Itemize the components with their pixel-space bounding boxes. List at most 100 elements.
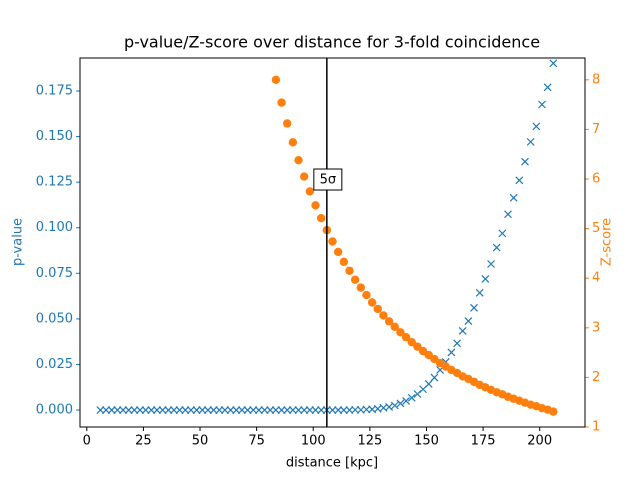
dot-marker [283, 119, 292, 128]
dot-marker [294, 155, 303, 165]
x-marker [492, 243, 501, 252]
dot-marker [316, 213, 326, 223]
x-marker [430, 373, 439, 382]
x-marker [164, 406, 173, 414]
x-marker [447, 348, 456, 357]
x-marker [481, 275, 490, 283]
x-marker [288, 406, 297, 414]
dot-marker [379, 311, 388, 320]
x-marker [526, 137, 535, 146]
x-marker [107, 406, 116, 414]
x-marker [96, 406, 105, 414]
dot-marker [401, 333, 411, 342]
x-marker [475, 288, 484, 297]
x-tick-label: 150 [414, 434, 439, 449]
dot-marker [549, 407, 558, 416]
x-marker [277, 406, 286, 414]
x-marker [141, 406, 150, 414]
x-marker [181, 406, 190, 414]
x-marker [424, 380, 433, 388]
x-marker [232, 406, 241, 414]
dot-marker [407, 337, 416, 347]
x-marker [407, 393, 416, 402]
x-marker [113, 406, 122, 414]
x-marker [266, 406, 275, 414]
plot-frame [79, 57, 586, 428]
x-marker [130, 406, 139, 414]
x-marker [215, 406, 224, 414]
x-marker [515, 176, 524, 185]
y2-tick-label: 6 [592, 172, 600, 187]
y2-tick-label: 2 [592, 370, 600, 385]
dot-marker [333, 247, 343, 257]
x-marker [119, 406, 127, 414]
dot-marker [345, 266, 354, 275]
x-marker [254, 406, 263, 414]
x-tick-label: 200 [527, 434, 552, 449]
dot-marker [328, 237, 337, 246]
y-tick-label: 0.050 [36, 311, 73, 326]
y-tick-label: 0.000 [36, 403, 73, 418]
x-marker [402, 397, 411, 405]
x-tick-label: 100 [301, 434, 326, 449]
dot-marker [390, 322, 399, 332]
x-marker [334, 406, 343, 414]
x-tick-label: 25 [135, 434, 152, 449]
x-marker [271, 406, 280, 414]
x-marker [453, 339, 461, 348]
x-marker [209, 406, 218, 414]
x-marker [170, 406, 178, 414]
x-marker [538, 100, 546, 109]
y-tick-label: 0.175 [36, 83, 73, 98]
dot-marker [413, 342, 422, 351]
dot-marker [288, 138, 298, 147]
y2-tick-label: 7 [592, 122, 600, 137]
x-marker [237, 406, 246, 414]
x-marker [458, 326, 467, 335]
x-marker [204, 406, 212, 414]
annotation: 5σ [320, 173, 337, 188]
x-marker [339, 406, 348, 414]
x-marker [300, 406, 309, 414]
dot-marker [350, 275, 360, 284]
x-tick-label: 75 [248, 434, 265, 449]
dot-marker [384, 317, 394, 326]
x-marker [198, 406, 207, 414]
x-marker [305, 406, 314, 414]
x-marker [221, 406, 229, 414]
x-marker [390, 401, 399, 410]
y-tick-label: 0.150 [36, 129, 73, 144]
x-marker [260, 406, 269, 414]
x-marker [351, 405, 360, 414]
x-marker [413, 390, 422, 398]
dot-marker [305, 187, 315, 196]
x-tick-label: 0 [83, 434, 91, 449]
x-marker [509, 193, 518, 202]
y2-tick-label: 3 [592, 320, 600, 335]
x-marker [102, 406, 110, 414]
dot-marker [362, 290, 371, 300]
x-marker [158, 406, 167, 414]
x-marker [504, 210, 512, 219]
x-marker [317, 406, 326, 414]
y-tick-label: 0.025 [36, 357, 73, 372]
x-marker [532, 122, 541, 131]
dot-marker [311, 201, 320, 210]
x-marker [543, 83, 552, 92]
x-tick-label: 125 [357, 434, 382, 449]
x-marker [153, 406, 161, 414]
x-marker [124, 406, 133, 414]
x-axis-label: distance [kpc] [286, 456, 378, 471]
x-marker [549, 59, 558, 68]
x-marker [175, 406, 184, 414]
x-marker [249, 406, 258, 414]
x-marker [498, 229, 507, 238]
dot-marker [373, 304, 382, 314]
x-tick-label: 175 [471, 434, 496, 449]
x-marker [464, 317, 473, 326]
x-marker [187, 406, 195, 414]
x-marker [147, 406, 156, 414]
dot-marker [396, 328, 405, 337]
x-marker [136, 406, 144, 414]
